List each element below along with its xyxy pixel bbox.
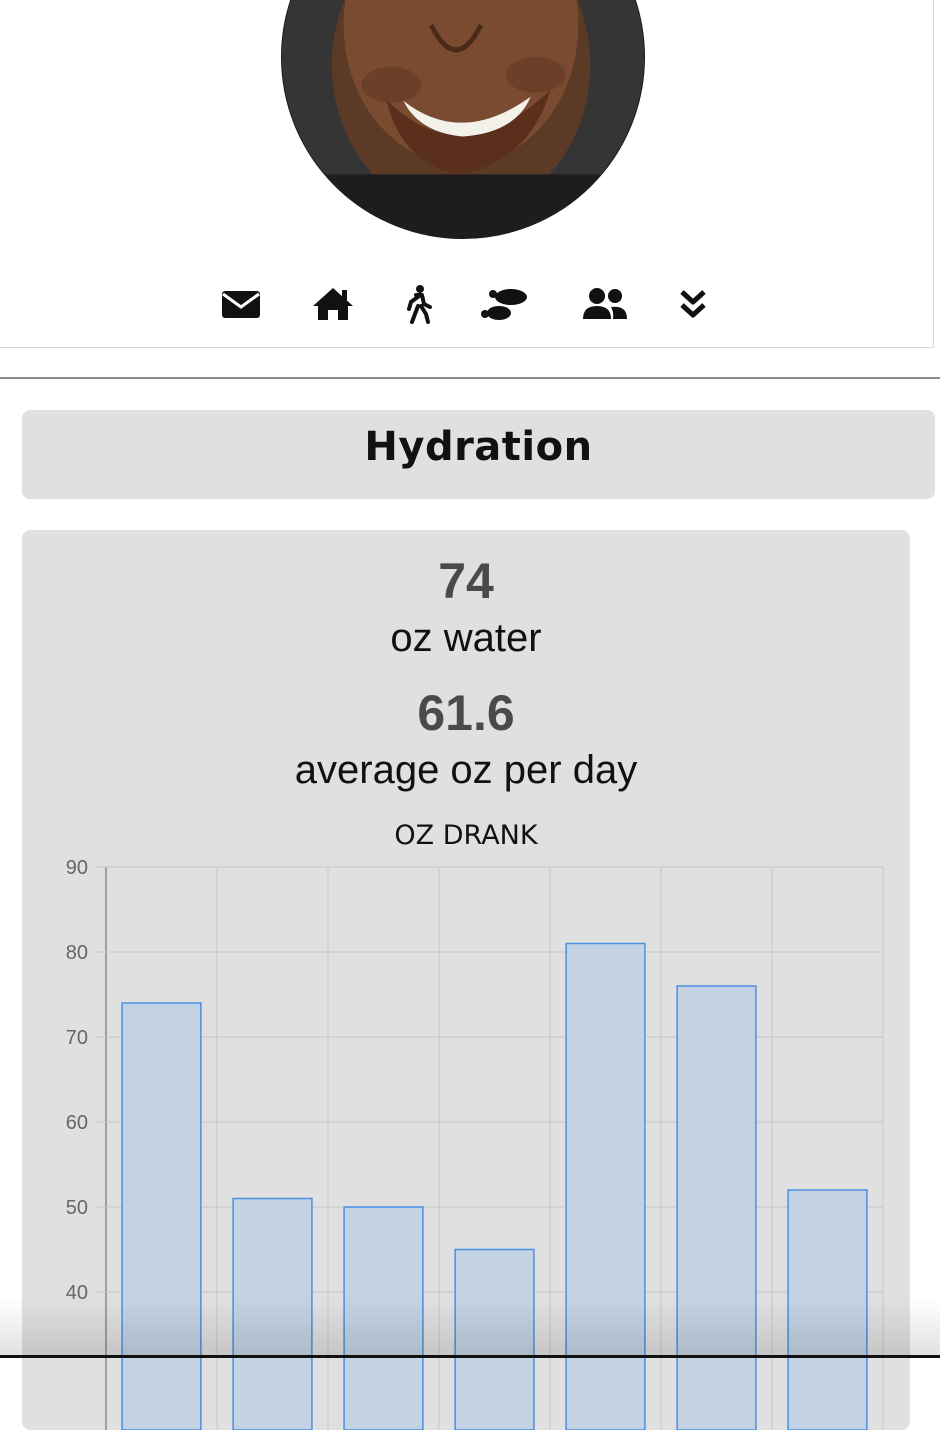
footprints-icon[interactable] bbox=[481, 281, 529, 327]
walking-icon[interactable] bbox=[403, 281, 433, 327]
envelope-icon[interactable] bbox=[221, 281, 261, 327]
avatar-photo bbox=[282, 0, 644, 238]
users-icon[interactable] bbox=[581, 281, 629, 327]
hydration-card: 74 oz water 61.6 average oz per day OZ D… bbox=[22, 530, 910, 1430]
profile-card bbox=[0, 0, 934, 348]
chart-bar bbox=[677, 986, 756, 1430]
section-title: Hydration bbox=[364, 424, 592, 470]
y-tick-label: 70 bbox=[66, 1027, 88, 1049]
section-header: Hydration bbox=[22, 410, 935, 499]
y-tick-label: 60 bbox=[66, 1112, 88, 1134]
avatar[interactable] bbox=[281, 0, 645, 239]
profile-nav bbox=[0, 281, 933, 327]
chart-bar bbox=[455, 1250, 534, 1430]
home-icon[interactable] bbox=[311, 281, 355, 327]
chart-bar bbox=[344, 1207, 423, 1430]
chart-bar bbox=[122, 1003, 201, 1430]
y-tick-label: 50 bbox=[66, 1197, 88, 1219]
divider bbox=[0, 377, 940, 379]
y-tick-label: 90 bbox=[66, 857, 88, 879]
chart-bar bbox=[233, 1199, 312, 1430]
chart-bar bbox=[788, 1190, 867, 1430]
y-tick-label: 80 bbox=[66, 942, 88, 964]
y-tick-label: 40 bbox=[66, 1282, 88, 1304]
oz-drank-chart: 90 80 70 60 50 40 bbox=[22, 530, 910, 1430]
chevron-double-down-icon[interactable] bbox=[679, 281, 707, 327]
